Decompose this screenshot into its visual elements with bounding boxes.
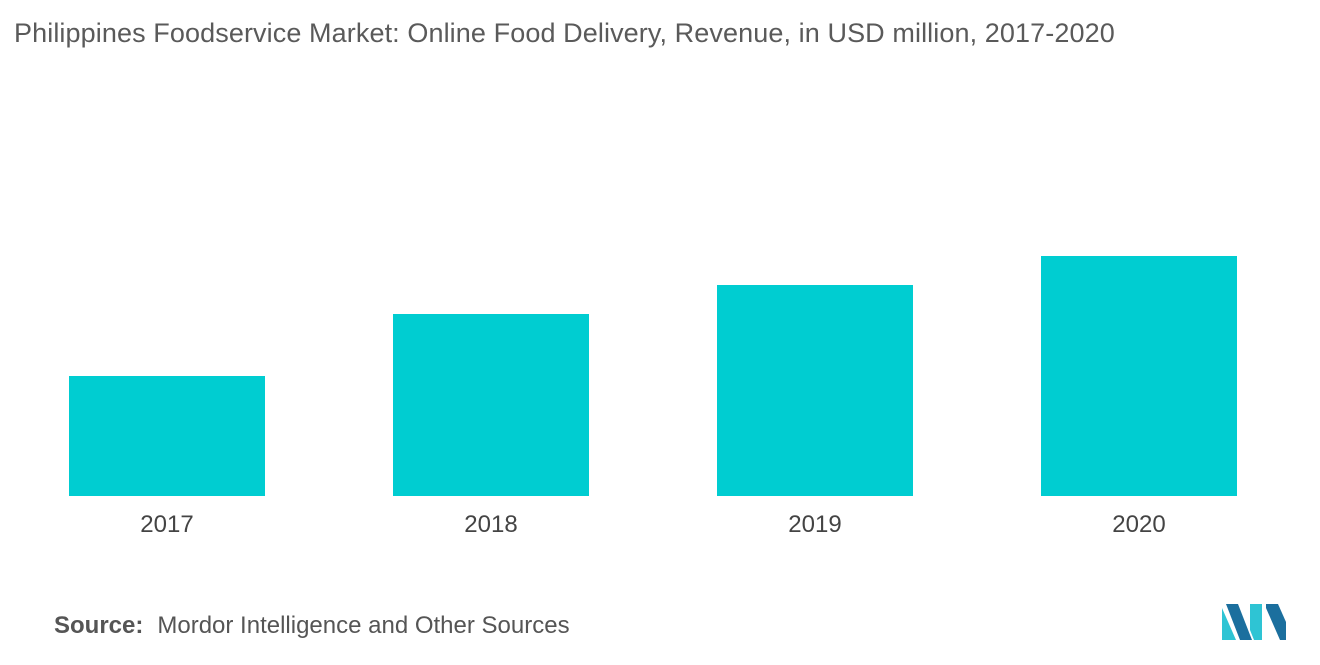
bar-2020 [1041, 256, 1237, 496]
bars-group [69, 256, 1237, 496]
source-label: Source: [54, 612, 144, 639]
source-note: Source: Mordor Intelligence and Other Sou… [54, 612, 570, 640]
bar-2017 [69, 376, 265, 496]
mordor-intelligence-logo-icon [1222, 604, 1286, 640]
x-tick-labels: 2017 2018 2019 2020 [140, 511, 1165, 538]
bar-2018 [393, 314, 589, 496]
x-tick-label-2019: 2019 [788, 511, 841, 538]
x-tick-label-2018: 2018 [464, 511, 517, 538]
source-text: Mordor Intelligence and Other Sources [157, 612, 570, 639]
chart-title: Philippines Foodservice Market: Online F… [14, 18, 1115, 48]
x-tick-label-2020: 2020 [1112, 511, 1165, 538]
bar-2019 [717, 285, 913, 496]
x-tick-label-2017: 2017 [140, 511, 193, 538]
